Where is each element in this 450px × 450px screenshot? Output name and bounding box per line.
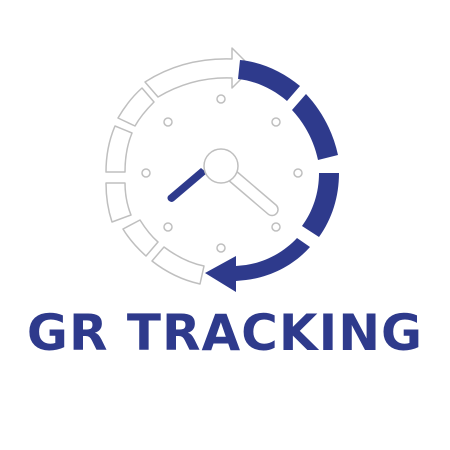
hour-marker-3 <box>293 168 303 178</box>
blue-segment-lower-right <box>302 173 339 237</box>
blue-ring-segments <box>205 60 339 292</box>
outline-segment-bottom-left <box>122 219 159 257</box>
outline-segment-bottom <box>151 246 205 285</box>
outline-arrow-segment <box>144 47 253 98</box>
blue-arrow-segment <box>205 238 310 292</box>
blue-segment-upper-right <box>292 94 338 160</box>
outline-ring-segments <box>105 47 253 285</box>
blue-segment-top <box>238 60 300 101</box>
clock-hour-markers <box>141 94 303 253</box>
hour-marker-6 <box>216 243 226 253</box>
clock-with-circular-arrows-icon <box>105 47 339 292</box>
hour-marker-7 <box>163 222 173 232</box>
minute-hand <box>226 169 279 217</box>
outline-segment-lower-left <box>105 182 132 223</box>
hour-marker-9 <box>141 168 151 178</box>
hour-marker-5 <box>271 222 281 232</box>
outline-segment-left <box>105 125 133 173</box>
hour-marker-12 <box>216 94 226 104</box>
hour-marker-11 <box>163 117 173 127</box>
clock-hub <box>203 148 239 184</box>
outline-segment-upper-left <box>117 87 155 127</box>
hour-marker-1 <box>271 117 281 127</box>
clock-hands <box>167 148 279 217</box>
hour-hand <box>167 168 207 202</box>
brand-wordmark: GR TRACKING <box>26 304 424 362</box>
